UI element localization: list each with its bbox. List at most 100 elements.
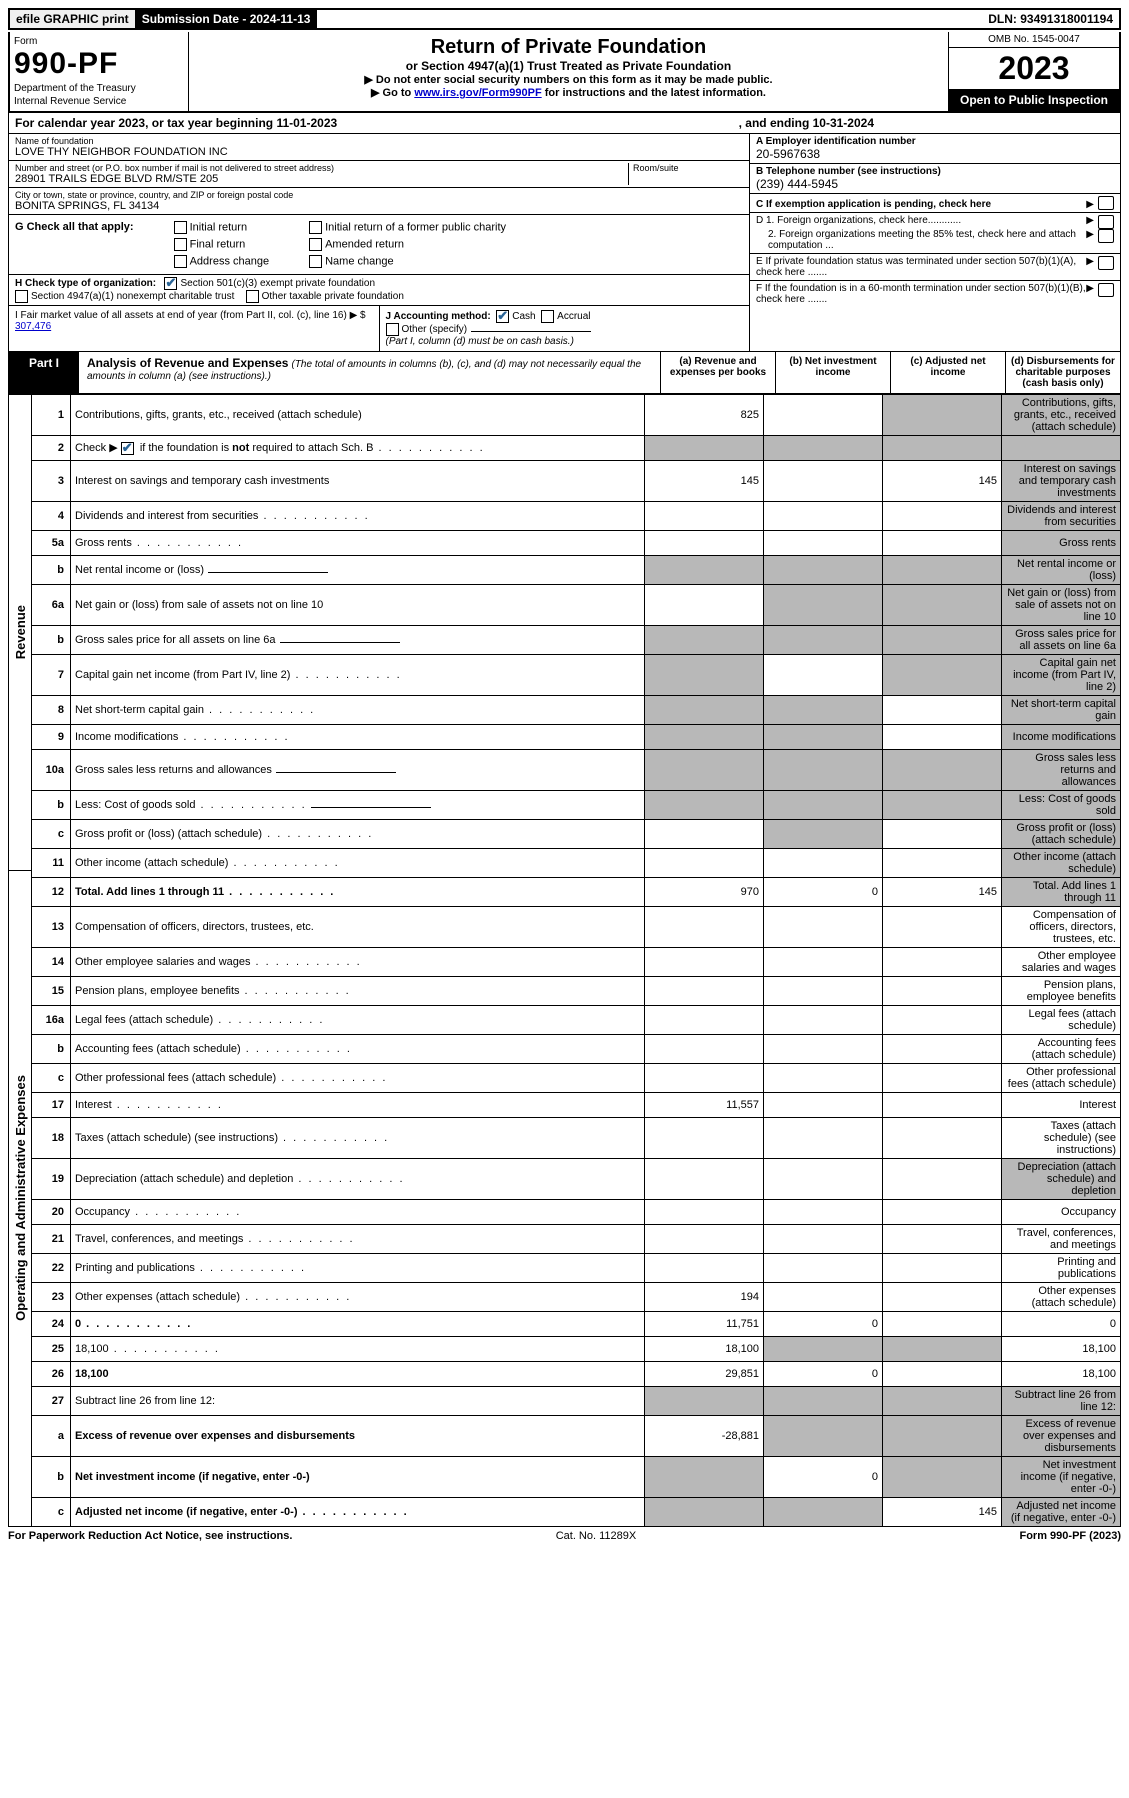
col-c-value (883, 1093, 1002, 1118)
line-description: Legal fees (attach schedule) (71, 1006, 645, 1035)
line-description: Contributions, gifts, grants, etc., rece… (71, 395, 645, 436)
line-description: 0 (71, 1312, 645, 1337)
line-number: 20 (32, 1200, 71, 1225)
col-b-value (764, 907, 883, 948)
line-description: Other expenses (attach schedule) (71, 1283, 645, 1312)
calendar-year-row: For calendar year 2023, or tax year begi… (8, 113, 1121, 134)
4947-checkbox[interactable] (15, 290, 28, 303)
col-a-value: 29,851 (645, 1362, 764, 1387)
col-c-value (883, 655, 1002, 696)
line-number: 12 (32, 878, 71, 907)
accrual-checkbox[interactable] (541, 310, 554, 323)
col-b-value (764, 502, 883, 531)
line-number: 5a (32, 531, 71, 556)
cash-checkbox[interactable] (496, 310, 509, 323)
line-number: c (32, 1064, 71, 1093)
col-c-value (883, 1159, 1002, 1200)
initial-return-checkbox[interactable] (174, 221, 187, 234)
table-row: 9Income modificationsIncome modification… (32, 725, 1121, 750)
table-row: bNet investment income (if negative, ent… (32, 1457, 1121, 1498)
table-row: cOther professional fees (attach schedul… (32, 1064, 1121, 1093)
table-row: 2618,10029,851018,100 (32, 1362, 1121, 1387)
col-b-value (764, 725, 883, 750)
table-row: 7Capital gain net income (from Part IV, … (32, 655, 1121, 696)
col-d-value: Income modifications (1002, 725, 1121, 750)
name-change-checkbox[interactable] (309, 255, 322, 268)
col-b-value (764, 948, 883, 977)
col-c-value (883, 502, 1002, 531)
col-a-value (645, 725, 764, 750)
part1-label: Part I (9, 352, 79, 393)
col-b-header: (b) Net investment income (775, 352, 890, 393)
col-c-value (883, 395, 1002, 436)
col-b-value (764, 626, 883, 655)
col-c-value (883, 531, 1002, 556)
col-c-value (883, 791, 1002, 820)
address-change-checkbox[interactable] (174, 255, 187, 268)
i-label: I Fair market value of all assets at end… (15, 310, 347, 321)
col-a-value (645, 1118, 764, 1159)
501c3-label: Section 501(c)(3) exempt private foundat… (180, 278, 375, 289)
col-d-value: Legal fees (attach schedule) (1002, 1006, 1121, 1035)
schb-checkbox[interactable] (121, 442, 134, 455)
line-number: 16a (32, 1006, 71, 1035)
d2-checkbox[interactable] (1098, 229, 1114, 243)
irs-link[interactable]: www.irs.gov/Form990PF (414, 87, 541, 99)
d1-checkbox[interactable] (1098, 215, 1114, 229)
col-b-value: 0 (764, 878, 883, 907)
table-row: 24011,75100 (32, 1312, 1121, 1337)
line-number: b (32, 1457, 71, 1498)
open-to-public: Open to Public Inspection (949, 89, 1119, 111)
c-checkbox[interactable] (1098, 196, 1114, 210)
efile-print-button[interactable]: efile GRAPHIC print (10, 10, 136, 28)
line-description: Taxes (attach schedule) (see instruction… (71, 1118, 645, 1159)
e-checkbox[interactable] (1098, 256, 1114, 270)
address-label: Number and street (or P.O. box number if… (15, 163, 628, 173)
irs-label: Internal Revenue Service (14, 96, 184, 107)
line-number: 18 (32, 1118, 71, 1159)
501c3-checkbox[interactable] (164, 277, 177, 290)
other-taxable-checkbox[interactable] (246, 290, 259, 303)
line-description: Interest on savings and temporary cash i… (71, 461, 645, 502)
line-description: Total. Add lines 1 through 11 (71, 878, 645, 907)
col-c-value (883, 1064, 1002, 1093)
col-d-value: Adjusted net income (if negative, enter … (1002, 1498, 1121, 1527)
form-header: Form 990-PF Department of the Treasury I… (8, 32, 1121, 113)
line-number: b (32, 1035, 71, 1064)
j-note: (Part I, column (d) must be on cash basi… (386, 336, 574, 347)
c-label: C If exemption application is pending, c… (756, 199, 991, 210)
ein-label: A Employer identification number (756, 136, 916, 147)
fmv-link[interactable]: 307,476 (15, 321, 51, 332)
col-d-value: Compensation of officers, directors, tru… (1002, 907, 1121, 948)
city-label: City or town, state or province, country… (15, 190, 743, 200)
col-d-value: Interest on savings and temporary cash i… (1002, 461, 1121, 502)
line-description: Depreciation (attach schedule) and deple… (71, 1159, 645, 1200)
col-a-value (645, 948, 764, 977)
line-description: Income modifications (71, 725, 645, 750)
line-description: Gross sales price for all assets on line… (71, 626, 645, 655)
col-a-header: (a) Revenue and expenses per books (660, 352, 775, 393)
col-d-value: Other employee salaries and wages (1002, 948, 1121, 977)
col-c-value (883, 1283, 1002, 1312)
other-method-checkbox[interactable] (386, 323, 399, 336)
col-d-value: Excess of revenue over expenses and disb… (1002, 1416, 1121, 1457)
line-description: Other employee salaries and wages (71, 948, 645, 977)
form-label: Form (14, 36, 184, 47)
f-checkbox[interactable] (1098, 283, 1114, 297)
table-row: 6aNet gain or (loss) from sale of assets… (32, 585, 1121, 626)
room-label: Room/suite (633, 163, 743, 173)
final-return-checkbox[interactable] (174, 238, 187, 251)
initial-public-checkbox[interactable] (309, 221, 322, 234)
amended-return-checkbox[interactable] (309, 238, 322, 251)
col-a-value (645, 696, 764, 725)
col-d-value: Total. Add lines 1 through 11 (1002, 878, 1121, 907)
col-c-value (883, 1035, 1002, 1064)
line-description: Printing and publications (71, 1254, 645, 1283)
line-number: 6a (32, 585, 71, 626)
col-c-value (883, 626, 1002, 655)
col-d-header: (d) Disbursements for charitable purpose… (1005, 352, 1120, 393)
col-a-value (645, 977, 764, 1006)
col-b-value (764, 1337, 883, 1362)
table-row: cGross profit or (loss) (attach schedule… (32, 820, 1121, 849)
col-a-value (645, 1159, 764, 1200)
